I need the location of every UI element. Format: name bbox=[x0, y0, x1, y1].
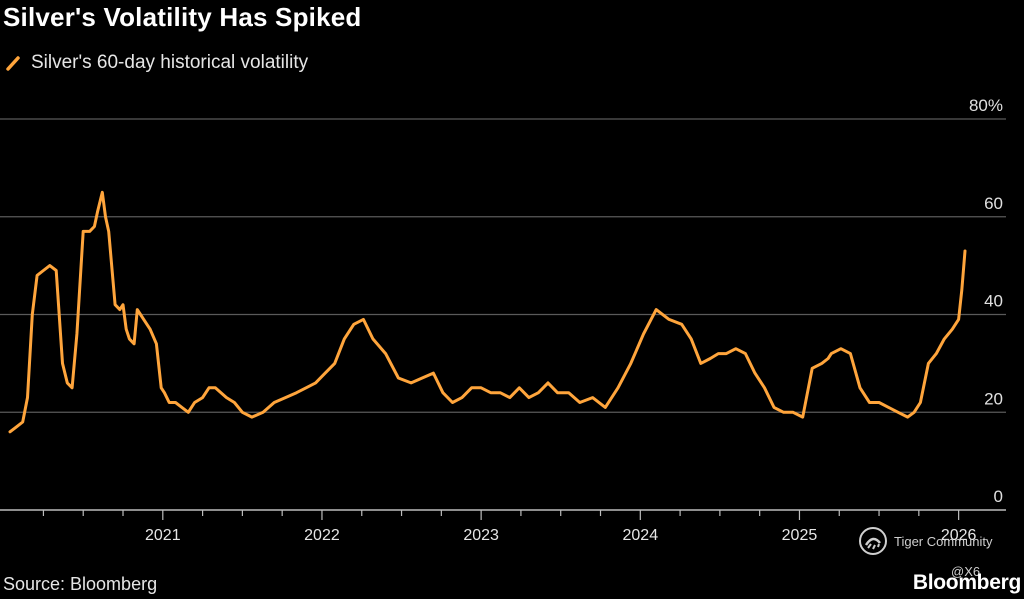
gridlines bbox=[0, 118, 1006, 413]
y-tick-label: 60 bbox=[984, 194, 1003, 213]
watermark-handle: @X6 bbox=[951, 564, 981, 579]
y-tick-label: 0 bbox=[994, 487, 1003, 506]
y-tick-label: 80% bbox=[969, 96, 1003, 115]
tiger-logo-icon bbox=[859, 527, 887, 555]
source-note: Source: Bloomberg bbox=[3, 574, 158, 594]
x-tick-label: 2021 bbox=[145, 527, 181, 544]
y-tick-label: 40 bbox=[984, 292, 1003, 311]
series-group bbox=[8, 190, 967, 434]
x-tick-label: 2024 bbox=[623, 527, 659, 544]
legend: Silver's 60-day historical volatility bbox=[5, 52, 308, 74]
x-tick-label: 2025 bbox=[782, 527, 818, 544]
x-tick-label: 2026 bbox=[941, 527, 977, 544]
series-line-0 bbox=[8, 190, 967, 434]
bloomberg-logo: Bloomberg bbox=[912, 571, 1021, 594]
chart-title: Silver's Volatility Has Spiked bbox=[3, 2, 362, 32]
legend-line-swatch-icon bbox=[6, 56, 20, 71]
watermark: Tiger Community bbox=[858, 526, 992, 556]
y-axis-labels: 0 20 40 60 80% bbox=[969, 96, 1003, 506]
x-axis: 2021 2022 2023 2024 2025 2026 bbox=[0, 509, 1006, 544]
watermark-name: Tiger Community bbox=[894, 533, 993, 549]
y-tick-label: 20 bbox=[984, 389, 1003, 408]
x-tick-label: 2023 bbox=[463, 527, 499, 544]
x-tick-label: 2022 bbox=[304, 527, 340, 544]
legend-label: Silver's 60-day historical volatility bbox=[31, 52, 309, 73]
